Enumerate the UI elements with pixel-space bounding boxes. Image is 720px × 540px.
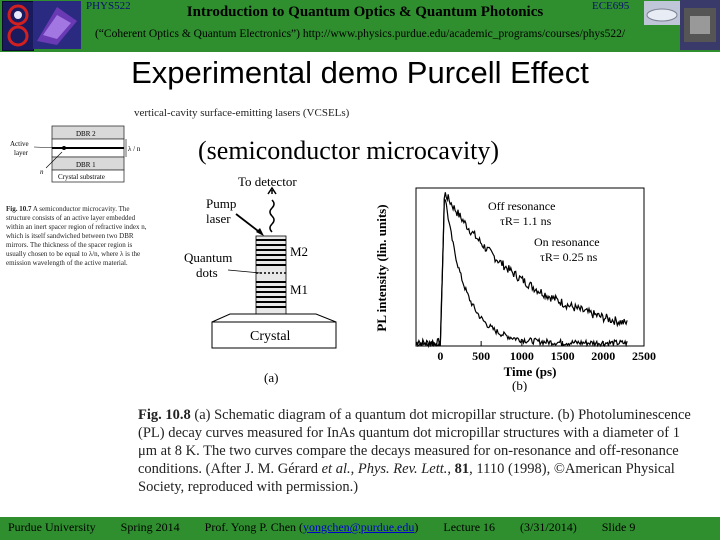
x-tick-label: 1000 — [510, 349, 534, 363]
m2-label: M2 — [290, 244, 308, 259]
fig107-caption-text: A semiconductor microcavity. The structu… — [6, 205, 147, 267]
logo-left-icon — [2, 1, 34, 51]
pl-decay-chart: 0 500 1000 1500 2000 2500 PL intensity (lin. … — [374, 187, 656, 392]
x-tick-label: 0 — [437, 349, 443, 363]
logo-graphene-icon — [33, 1, 81, 49]
lambda-n-label: λ / n — [128, 145, 141, 153]
semiconductor-label: (semiconductor microcavity) — [198, 136, 500, 165]
microcavity-diagram: DBR 2 DBR 1 Active layer n λ / n Crystal… — [10, 125, 141, 183]
logo-device-icon — [644, 1, 680, 25]
fig108-caption-label: Fig. 10.8 — [138, 407, 191, 423]
fig107-caption-label: Fig. 10.7 — [6, 205, 32, 213]
annotation-off-line1: Off resonance — [488, 199, 555, 213]
n-label: n — [40, 168, 44, 176]
x-tick-label: 500 — [472, 349, 490, 363]
x-ticks: 0 500 1000 1500 2000 2500 — [437, 341, 656, 363]
pump-label: Pump — [206, 196, 236, 211]
layer-label: layer — [14, 149, 29, 157]
m1-label: M1 — [290, 282, 308, 297]
to-detector-label: To detector — [238, 174, 297, 189]
series-layer — [415, 192, 628, 349]
x-axis-label: Time (ps) — [504, 364, 557, 379]
micropillar-stack — [255, 235, 287, 315]
off-resonance-curve — [415, 192, 628, 349]
x-tick-label: 1500 — [551, 349, 575, 363]
quantum-label: Quantum — [184, 250, 232, 265]
footer-professor: Prof. Yong P. Chen (yongchen@purdue.edu) — [204, 520, 419, 534]
course-code-right: ECE695 — [592, 0, 630, 12]
laser-label: laser — [206, 211, 231, 226]
on-resonance-curve — [415, 198, 628, 348]
x-tick-label: 2000 — [591, 349, 615, 363]
emission-wave-icon — [269, 199, 275, 233]
header-band — [0, 0, 720, 52]
logo-sample-icon — [680, 0, 720, 50]
footer-band — [0, 517, 720, 540]
footer-date: (3/31/2014) — [520, 520, 577, 534]
footer-slide: Slide 9 — [601, 520, 636, 534]
panel-b-label: (b) — [512, 378, 527, 392]
x-tick-label: 2500 — [632, 349, 656, 363]
fig108-caption: Fig. 10.8 (a) Schematic diagram of a qua… — [138, 407, 691, 495]
crystal-label: Crystal — [250, 329, 291, 344]
slide-title: Experimental demo Purcell Effect — [131, 55, 589, 90]
substrate-layer — [51, 169, 125, 183]
fig107-caption: Fig. 10.7 A semiconductor microcavity. T… — [6, 205, 154, 268]
crystal-base — [211, 321, 337, 349]
y-axis-label: PL intensity (lin. units) — [374, 204, 389, 331]
annotation-off-line2: τR= 1.1 ns — [500, 214, 552, 228]
vcsel-caption: vertical-cavity surface-emitting lasers … — [134, 107, 350, 119]
footer-lecture: Lecture 16 — [443, 520, 496, 534]
course-code-left: PHYS522 — [86, 0, 131, 12]
course-subtitle: (“Coherent Optics & Quantum Electronics”… — [94, 28, 626, 40]
email-link[interactable]: yongchen@purdue.edu — [303, 520, 415, 534]
dots-label: dots — [196, 265, 218, 280]
course-title: Introduction to Quantum Optics & Quantum… — [186, 4, 544, 20]
annotation-on-line1: On resonance — [534, 235, 600, 249]
substrate-label: Crystal substrate — [58, 173, 105, 181]
footer-term: Spring 2014 — [120, 520, 180, 534]
footer: Purdue University Spring 2014 Prof. Yong… — [8, 520, 712, 535]
plot-frame — [415, 187, 645, 347]
footer-university: Purdue University — [8, 520, 96, 534]
dbr1-label: DBR 1 — [76, 161, 96, 169]
active-label: Active — [10, 140, 29, 148]
dbr2-label: DBR 2 — [76, 130, 96, 138]
crystal-top — [211, 313, 337, 323]
micropillar-schematic: To detector Pump laser M2 M1 Quantum dot… — [184, 174, 337, 385]
annotation-on-line2: τR= 0.25 ns — [540, 250, 598, 264]
panel-a-label: (a) — [264, 370, 278, 385]
